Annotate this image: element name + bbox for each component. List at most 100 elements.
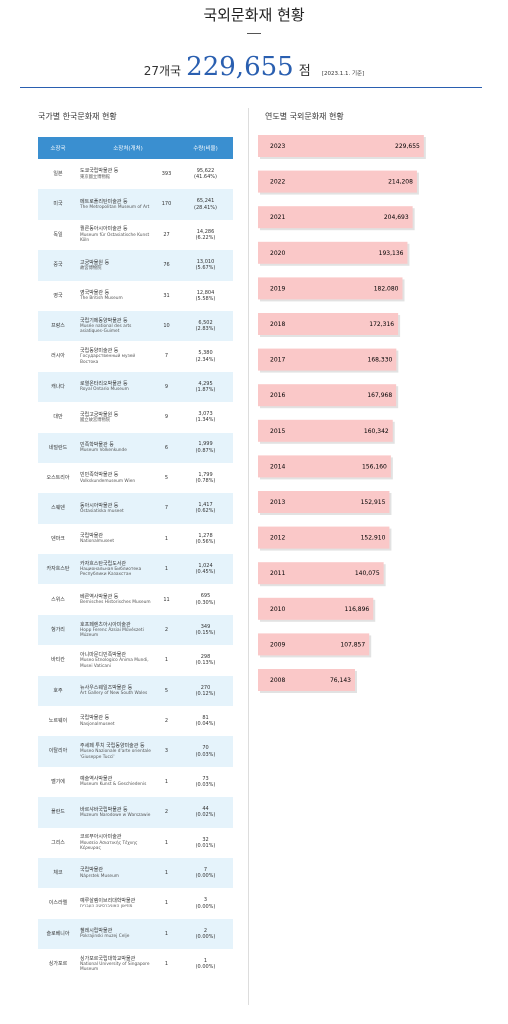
quantity-ratio: (0.45%): [195, 569, 216, 576]
institution-name-en: Volkskundemuseum Wien: [80, 478, 136, 484]
institution-name: 국립박물관: [80, 533, 104, 540]
table-row: 싱가포르 싱가포르국립대학교박물관 National University of S…: [38, 949, 233, 979]
institution-count: 5: [155, 675, 178, 707]
institution-count: 1: [164, 961, 169, 968]
institution-name-en: Museo Nazionale d'arte orientale 'Giusep…: [80, 749, 151, 760]
institution: 국립박물관 등 Nasjonalmuseet: [78, 706, 155, 736]
country: 노르웨이: [48, 718, 68, 725]
institution-name-en: Museum Volkenkunde: [80, 448, 127, 454]
country: 벨기에: [51, 778, 65, 785]
value-label: 152,915: [361, 499, 386, 506]
table-row: 영국 영국박물관 등 The British Museum 31 12,804 (5.58…: [38, 281, 233, 311]
quantity-ratio: (0.30%): [195, 599, 216, 606]
institution-name-en: 故宮博物院: [80, 265, 102, 271]
institution-name: 국립고궁박물원 등: [80, 411, 119, 418]
column-header: 소장처(개처): [78, 137, 178, 159]
table: 소장국 소장처(개처) 수량(비율) 일본 도쿄국립박물관 등 東京國立博物館 393 95…: [38, 137, 233, 980]
table-row: 러시아 국립동양미술관 등 Государственный музей Восток…: [38, 341, 233, 371]
country: 영국: [53, 292, 63, 299]
year-label: 2019: [270, 285, 285, 292]
institution-name: 동아시아박물관 등: [80, 502, 119, 509]
quantity-value: 81: [202, 714, 209, 721]
institution: 코르푸아시아미술관 Μουσείο Ασιατικής Τέχνης Κέρκυρ…: [78, 828, 155, 858]
institution: 빈민족학박물관 등 Volkskundemuseum Wien: [78, 463, 155, 493]
institution-name-en: National University of Singapore Museum: [80, 962, 150, 973]
institution: 예루살렘이브리대학박물관 מוזיאון האוניברסיטה העברית: [78, 888, 155, 918]
quantity: 1,417 (0.62%): [178, 493, 233, 524]
quantity-value: 270: [200, 684, 211, 691]
institution-count: 3: [155, 736, 178, 767]
institution-name: 민족학박물관 등: [80, 441, 114, 448]
institution-name-en: Art Gallery of New South Wales: [80, 691, 148, 697]
year-label: 2008: [270, 677, 285, 684]
quantity: 95,622 (41.64%): [178, 159, 233, 189]
value-label: 156,160: [362, 463, 387, 470]
table-row: 대만 국립고궁박물원 등 國立故宮博物院 9 3,073 (1.34%): [38, 402, 233, 432]
bar: [258, 491, 390, 513]
bar: [258, 526, 390, 549]
institution-count: 1: [164, 535, 169, 542]
quantity-ratio: (0.62%): [195, 508, 216, 515]
table-row: 벨기에 예술역사박물관 Museum Kunst & Geschiedenis 1 73…: [38, 767, 233, 797]
quantity: 6,502 (2.83%): [178, 310, 233, 342]
institution: 쾰른동아시아미술관 등 Museum für Ostasiatische Kuns…: [78, 220, 155, 250]
bar: [258, 419, 393, 442]
institution-name: 뉴사우스웨일즈박물관 등: [80, 685, 133, 692]
institution-name: 베른역사박물관 등: [80, 593, 119, 600]
institution-count: 1: [155, 857, 178, 889]
quantity-ratio: (0.78%): [195, 478, 216, 485]
bar: [258, 455, 391, 478]
year-label: 2009: [270, 641, 285, 648]
institution-name: 호프페렌츠아시아미술관: [80, 621, 131, 628]
value-label: 193,136: [379, 250, 404, 257]
institution-name: 국립박물관: [80, 867, 104, 874]
institution-name-en: Μουσείο Ασιατικής Τέχνης Κέρκυρας: [80, 840, 138, 851]
quantity: 349 (0.15%): [178, 614, 233, 646]
quantity-ratio: (0.03%): [195, 751, 216, 758]
institution-count: 31: [163, 292, 170, 299]
institution-name: 로열온타리오박물관 등: [80, 381, 128, 388]
institution-count: 27: [163, 231, 170, 238]
quantity: 32 (0.01%): [178, 828, 233, 858]
institution-name-en: Nasjonalmuseet: [80, 721, 115, 727]
quantity-ratio: (1.87%): [195, 386, 216, 393]
bar: [258, 562, 384, 585]
quantity-ratio: (0.87%): [195, 447, 216, 454]
value-label: 168,330: [368, 357, 393, 364]
summary: 27개국 229,655 점 [2023.1.1. 기준]: [0, 52, 508, 82]
institution: 첼레시립박물관 Pokrajinski muzej Celje: [78, 918, 155, 950]
quantity-value: 70: [202, 745, 209, 752]
institution: 베른역사박물관 등 Bernisches Historisches Museum: [78, 584, 155, 614]
quantity-ratio: (28.41%): [194, 204, 217, 211]
bar: [258, 241, 408, 264]
year-label: 2011: [270, 570, 285, 577]
institution-name-en: Национальная Библиотека Республики Казах…: [80, 567, 142, 578]
table-row: 네덜란드 민족학박물관 등 Museum Volkenkunde 6 1,999 (0.8…: [38, 432, 233, 463]
institution: 국립박물관 Nationalmuseet: [78, 524, 155, 554]
year-label: 2021: [270, 214, 285, 221]
country: 그리스: [51, 839, 65, 846]
year-label: 2010: [270, 606, 285, 613]
table-title: 국가별 한국문화재 현황: [38, 112, 117, 121]
quantity-value: 73: [202, 775, 209, 782]
institution-count: 76: [155, 250, 178, 281]
quantity-ratio: (5.58%): [195, 295, 216, 302]
institution-name: 국립기메동양박물관 등: [80, 317, 128, 324]
quantity-ratio: (0.00%): [195, 933, 216, 940]
institution: 아니마문디민족박물관 Museo Etnologico Anima Mundi, …: [78, 645, 155, 675]
institution-count: 5: [164, 474, 169, 481]
institution-count: 7: [155, 493, 178, 524]
country: 독일: [53, 231, 63, 238]
value-label: 182,080: [374, 285, 399, 292]
chart-title: 연도별 국외문화재 현황: [265, 112, 344, 121]
institution-count: 1: [164, 657, 169, 664]
quantity-value: 4,295: [198, 380, 213, 387]
institution-count: 2: [155, 797, 178, 828]
unit: 점: [298, 64, 311, 79]
bar: [258, 170, 417, 193]
country: 대만: [53, 414, 63, 421]
institution-name: 싱가포르국립대학교박물관: [80, 955, 136, 962]
value-label: 204,693: [384, 214, 409, 221]
institution: 주세페 투치 국립동양미술관 등 Museo Nazionale d'arte o…: [78, 736, 155, 767]
